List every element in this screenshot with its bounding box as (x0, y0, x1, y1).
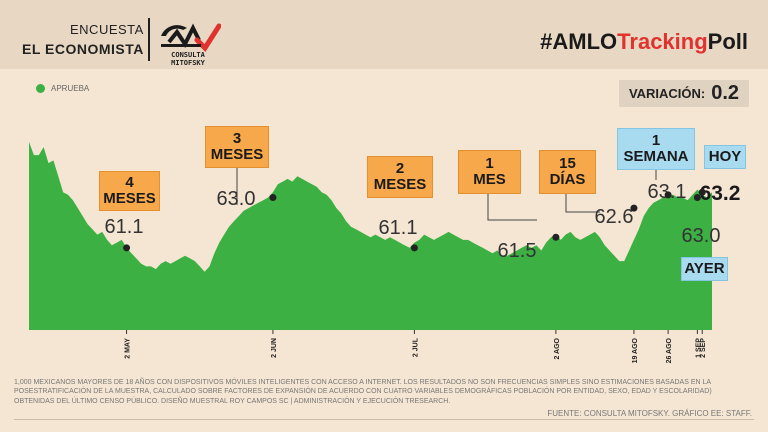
callout-1s: 1 SEMANA (617, 128, 695, 170)
x-tick-label: 2 SEP (700, 338, 707, 358)
point-value-label: 61.5 (498, 240, 537, 262)
header-bar: ENCUESTA EL ECONOMISTA CONSULTA MITOFSKY… (0, 0, 768, 69)
point-value-label: 61.1 (105, 216, 144, 238)
highlight-point (410, 244, 418, 252)
callout-hoy: HOY (704, 145, 746, 169)
callout-1m: 1 MES (458, 150, 521, 194)
point-value-label: 61.1 (379, 217, 418, 239)
point-value-label: 63.0 (682, 225, 721, 247)
point-value-label: 63.2 (700, 182, 741, 205)
x-tick-label: 2 AGO (554, 337, 561, 359)
footer-divider (14, 419, 754, 420)
x-tick-label: 1 SEP (695, 338, 702, 358)
callout-4m: 4 MESES (99, 171, 160, 211)
hashtag-title: #AMLOTrackingPoll (540, 29, 748, 55)
source-credit: FUENTE: CONSULTA MITOFSKY. GRÁFICO EE: S… (547, 409, 752, 418)
legend-swatch (36, 84, 45, 93)
callout-leader (565, 192, 600, 213)
highlight-point (698, 188, 706, 196)
x-tick-label: 26 AGO (666, 337, 673, 363)
approval-area-series (29, 141, 712, 330)
hashtag-highlight: Tracking (617, 29, 708, 54)
callout-15d: 15 DÍAS (539, 150, 596, 194)
variation-box: VARIACIÓN: 0.2 (619, 80, 749, 107)
highlight-point (664, 191, 672, 199)
variation-value: 0.2 (711, 82, 740, 104)
point-value-label: 63.0 (217, 188, 256, 210)
header-publisher: EL ECONOMISTA (22, 41, 144, 57)
legend-label: APRUEBA (51, 84, 90, 93)
methodology-footnote: 1,000 MEXICANOS MAYORES DE 18 AÑOS CON D… (14, 379, 712, 405)
point-value-label: 62.6 (595, 206, 634, 228)
mitofsky-logo-icon (161, 23, 221, 52)
hashtag-suffix: Poll (707, 29, 748, 54)
callout-3m: 3 MESES (205, 126, 269, 168)
x-tick-label: 2 JUN (271, 338, 278, 358)
header-survey-label: ENCUESTA (70, 22, 144, 37)
highlight-point (693, 194, 701, 201)
variation-label: VARIACIÓN: (628, 86, 706, 101)
x-tick-label: 2 JUL (412, 337, 419, 357)
highlight-point (630, 204, 638, 212)
header-divider (148, 18, 150, 61)
x-tick-label: 2 MAY (125, 338, 132, 359)
logo-text: CONSULTA MITOFSKY (171, 51, 205, 67)
callout-2m: 2 MESES (367, 156, 433, 198)
highlight-point (269, 194, 277, 201)
callout-leader (487, 192, 537, 221)
x-tick-label: 19 AGO (632, 337, 639, 363)
legend: APRUEBA (36, 84, 89, 93)
highlight-point (552, 233, 560, 241)
callout-ayer: AYER (681, 257, 728, 281)
highlight-point (123, 244, 131, 252)
hashtag-prefix: #AMLO (540, 29, 618, 54)
